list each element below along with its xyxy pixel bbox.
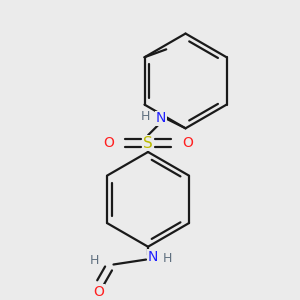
Text: N: N [156,111,166,125]
Text: N: N [148,250,158,264]
Text: H: H [163,252,172,265]
Text: H: H [140,110,150,123]
Text: O: O [93,285,104,299]
Text: H: H [90,254,99,267]
Text: O: O [182,136,193,150]
Text: O: O [103,136,114,150]
Text: S: S [143,136,153,151]
